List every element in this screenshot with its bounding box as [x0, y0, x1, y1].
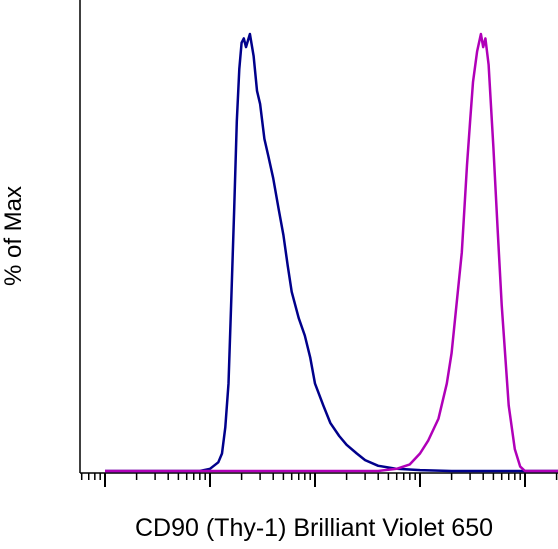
- histogram-series-2: [105, 32, 558, 473]
- x-axis-ticks: [80, 473, 558, 487]
- series-layer: [105, 32, 558, 473]
- x-axis-label: CD90 (Thy-1) Brilliant Violet 650: [135, 514, 493, 542]
- y-axis-label: % of Max: [0, 186, 27, 286]
- plot-area: [79, 0, 558, 487]
- histogram-series-1: [105, 32, 558, 473]
